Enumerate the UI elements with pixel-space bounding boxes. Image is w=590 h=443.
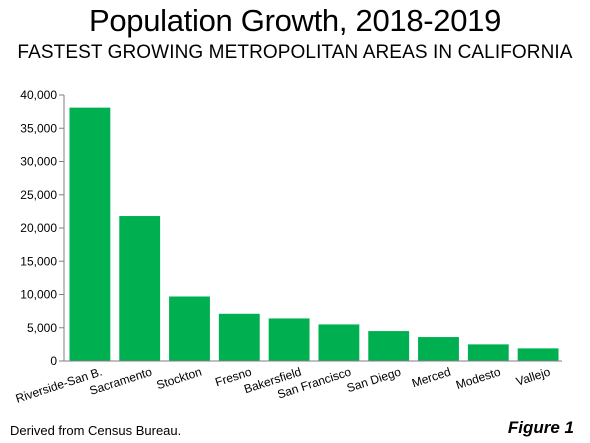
y-tick-label: 0 (50, 354, 57, 368)
x-tick-label: Stockton (155, 365, 204, 393)
chart-subtitle: FASTEST GROWING METROPOLITAN AREAS IN CA… (17, 42, 573, 63)
bar-1 (119, 216, 161, 361)
bar-4 (268, 318, 310, 361)
bars (69, 107, 559, 361)
x-tick-label: Merced (410, 365, 452, 391)
bar-0 (69, 107, 111, 361)
y-tick-label: 40,000 (20, 88, 57, 102)
figure-label: Figure 1 (507, 418, 574, 437)
bar-5 (318, 324, 360, 361)
y-tick-label: 25,000 (20, 188, 57, 202)
bar-6 (368, 331, 410, 361)
y-tick-label: 30,000 (20, 155, 57, 169)
y-tick-label: 5,000 (27, 321, 57, 335)
bar-9 (517, 348, 559, 361)
bar-7 (418, 337, 459, 361)
bar-8 (467, 344, 509, 361)
bar-3 (218, 313, 260, 361)
y-axis: 0 5,000 10,000 15,000 20,000 25,000 30,000 35,0… (20, 88, 65, 368)
x-axis: Riverside-San B.Sacramento Stockton Fresno… (14, 360, 562, 406)
chart-title: Population Growth, 2018-2019 (88, 3, 502, 38)
y-tick-label: 35,000 (20, 121, 57, 135)
x-tick-label: Modesto (454, 364, 502, 392)
y-tick-label: 20,000 (20, 221, 57, 235)
y-tick-label: 15,000 (20, 254, 57, 268)
x-tick-label: Vallejo (514, 364, 552, 388)
x-tick-label: San Diego (345, 364, 403, 395)
y-tick-label: 10,000 (20, 288, 57, 302)
bar-2 (169, 296, 210, 361)
source-note: Derived from Census Bureau. (10, 423, 182, 438)
